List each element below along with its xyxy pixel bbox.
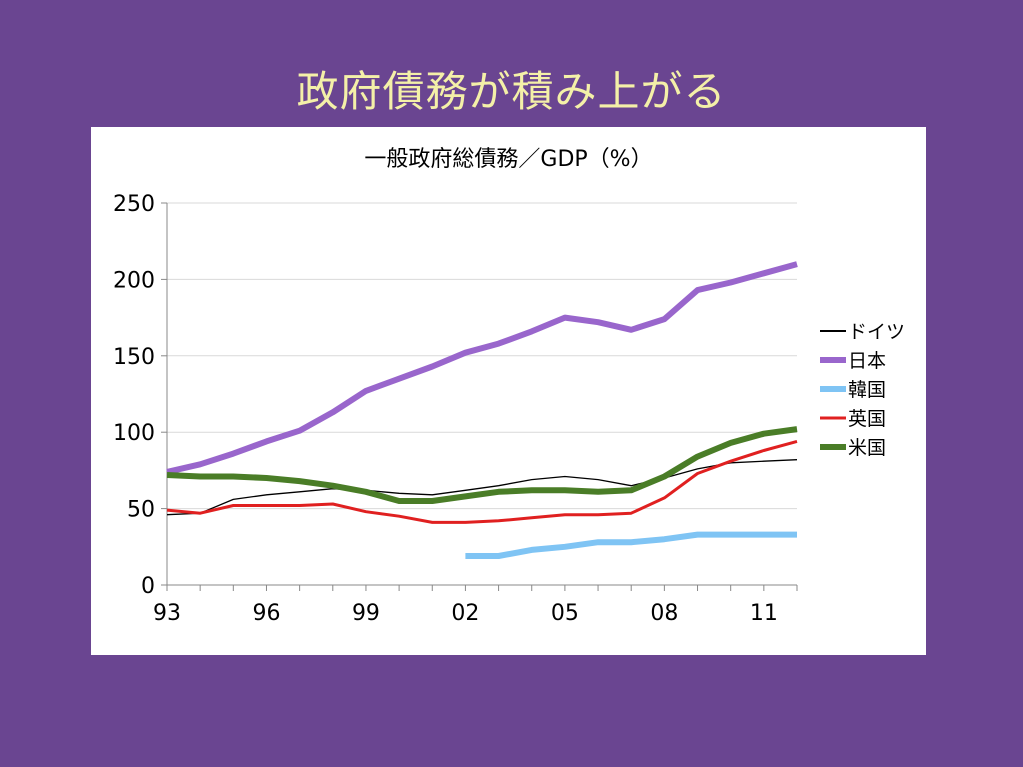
- slide-title: 政府債務が積み上がる: [296, 67, 727, 116]
- y-tick-label: 50: [127, 498, 155, 523]
- legend-label: 英国: [848, 408, 886, 430]
- y-tick-label: 0: [141, 574, 155, 599]
- series-line-4: [166, 426, 798, 504]
- x-tick-label: 02: [451, 601, 479, 626]
- legend-label: 米国: [848, 437, 886, 459]
- y-tick-label: 100: [113, 421, 155, 446]
- legend-label: 韓国: [848, 379, 886, 401]
- series-line-3: [166, 439, 798, 524]
- series-line-1: [166, 261, 798, 475]
- y-tick-label: 200: [113, 268, 155, 293]
- chart-title: 一般政府総債務／GDP（%）: [364, 147, 653, 172]
- series-line-0: [166, 459, 798, 516]
- x-tick-label: 11: [750, 601, 778, 626]
- x-tick-label: 93: [153, 601, 181, 626]
- x-tick-label: 08: [650, 601, 678, 626]
- x-tick-label: 05: [551, 601, 579, 626]
- y-tick-label: 150: [113, 345, 155, 370]
- series-line-2: [465, 531, 797, 559]
- legend-label: 日本: [848, 350, 886, 372]
- y-tick-label: 250: [113, 192, 155, 217]
- legend-label: ドイツ: [848, 321, 905, 343]
- x-tick-label: 99: [352, 601, 380, 626]
- chart-panel: 一般政府総債務／GDP（%） 0 50 100 150 200 250 93 96 99 02 05…: [91, 127, 926, 655]
- x-tick-label: 96: [252, 601, 280, 626]
